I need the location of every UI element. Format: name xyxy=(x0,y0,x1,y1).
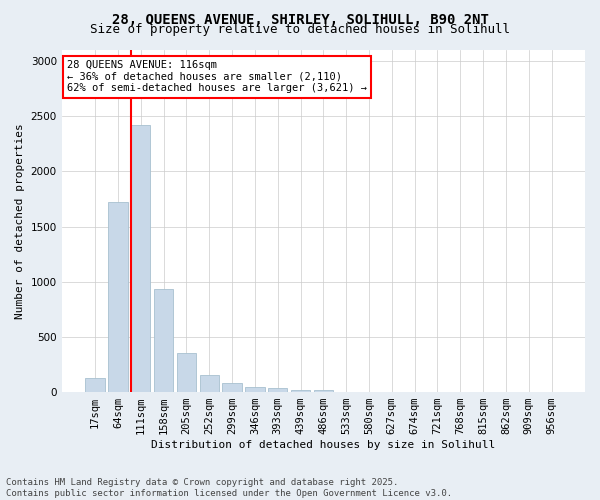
Bar xyxy=(200,375,219,392)
Text: 28, QUEENS AVENUE, SHIRLEY, SOLIHULL, B90 2NT: 28, QUEENS AVENUE, SHIRLEY, SOLIHULL, B9… xyxy=(112,12,488,26)
Bar xyxy=(245,387,265,392)
Bar xyxy=(85,378,105,392)
Bar xyxy=(291,390,310,392)
Y-axis label: Number of detached properties: Number of detached properties xyxy=(15,123,25,319)
Bar xyxy=(223,382,242,392)
Bar xyxy=(154,290,173,392)
Bar xyxy=(314,390,333,392)
Bar xyxy=(108,202,128,392)
X-axis label: Distribution of detached houses by size in Solihull: Distribution of detached houses by size … xyxy=(151,440,496,450)
Text: Size of property relative to detached houses in Solihull: Size of property relative to detached ho… xyxy=(90,22,510,36)
Bar xyxy=(268,388,287,392)
Bar xyxy=(131,125,151,392)
Bar xyxy=(177,354,196,392)
Text: 28 QUEENS AVENUE: 116sqm
← 36% of detached houses are smaller (2,110)
62% of sem: 28 QUEENS AVENUE: 116sqm ← 36% of detach… xyxy=(67,60,367,94)
Text: Contains HM Land Registry data © Crown copyright and database right 2025.
Contai: Contains HM Land Registry data © Crown c… xyxy=(6,478,452,498)
